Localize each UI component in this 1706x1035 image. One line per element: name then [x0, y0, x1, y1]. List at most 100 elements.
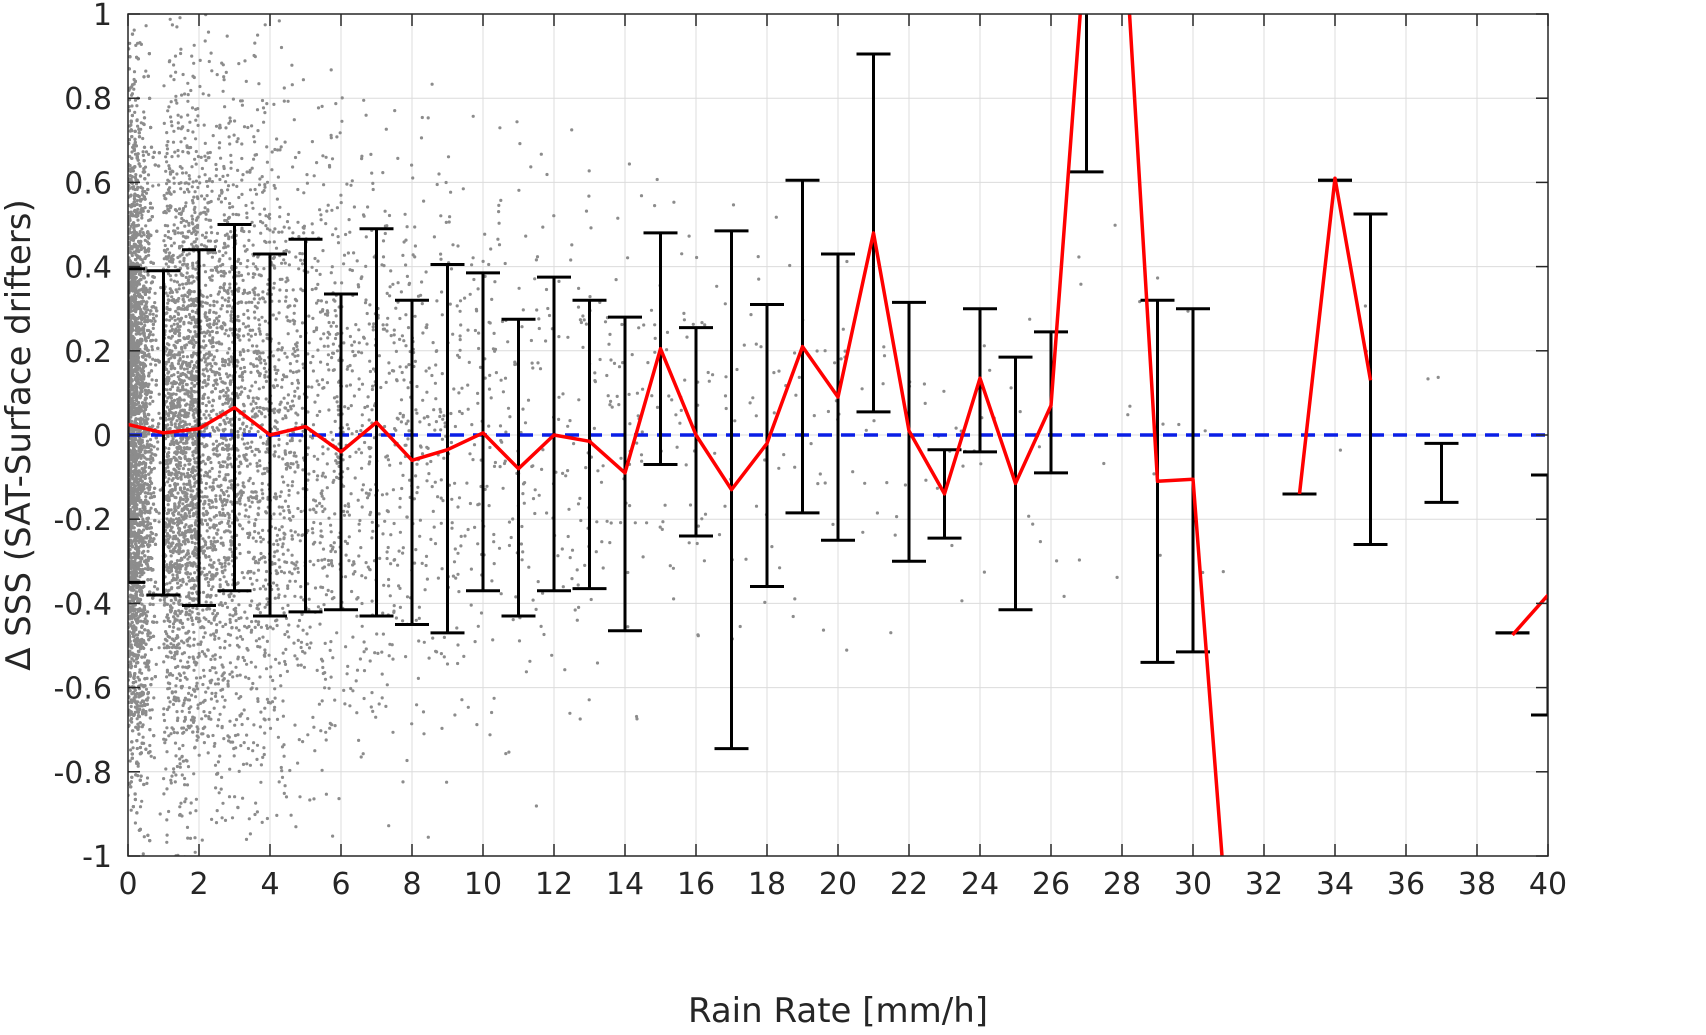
scatter-point	[147, 660, 151, 664]
scatter-point	[135, 119, 139, 123]
scatter-point	[129, 332, 133, 336]
scatter-point	[129, 780, 133, 784]
scatter-point	[144, 358, 148, 362]
scatter-point	[155, 229, 159, 233]
scatter-point	[130, 620, 134, 625]
scatter-point	[140, 602, 144, 606]
scatter-point	[151, 184, 155, 188]
scatter-point	[141, 209, 145, 213]
scatter-point	[146, 578, 150, 582]
scatter-point	[151, 418, 155, 422]
scatter-point	[131, 445, 136, 449]
scatter-point	[141, 517, 145, 521]
scatter-point	[129, 704, 133, 709]
scatter-point	[150, 348, 154, 352]
scatter-point	[134, 224, 138, 228]
scatter-point	[139, 277, 143, 282]
scatter-point	[144, 396, 148, 400]
scatter-point	[157, 646, 161, 650]
scatter-point	[149, 647, 153, 652]
scatter-point	[129, 210, 133, 214]
scatter-point	[132, 464, 136, 468]
scatter-point	[130, 93, 134, 97]
scatter-point	[141, 260, 145, 265]
scatter-point	[151, 596, 155, 600]
scatter-point	[144, 248, 148, 252]
scatter-point	[139, 322, 143, 326]
scatter-point	[143, 415, 147, 419]
scatter-point	[145, 181, 150, 185]
scatter-point	[152, 316, 156, 320]
scatter-point	[135, 178, 139, 182]
scatter-point	[140, 799, 144, 803]
scatter-point	[133, 317, 137, 321]
scatter-point	[137, 650, 141, 654]
scatter-point	[157, 511, 161, 515]
scatter-point	[145, 562, 149, 566]
scatter-point	[129, 808, 133, 812]
scatter-point	[130, 752, 134, 756]
scatter-point	[139, 751, 143, 755]
scatter-point	[129, 353, 133, 357]
scatter-point	[137, 162, 141, 166]
scatter-point	[137, 678, 141, 682]
scatter-point	[128, 259, 132, 263]
scatter-point	[136, 722, 140, 726]
scatter-point	[145, 315, 149, 319]
scatter-point	[129, 494, 133, 498]
scatter-point	[138, 164, 142, 168]
scatter-point	[149, 461, 153, 465]
scatter-point	[131, 625, 135, 629]
scatter-point	[135, 356, 139, 360]
scatter-point	[142, 782, 146, 787]
scatter-point	[147, 242, 151, 246]
scatter-point	[140, 485, 144, 489]
scatter-point	[133, 175, 137, 180]
scatter-point	[149, 754, 153, 758]
scatter-point	[143, 256, 147, 261]
scatter-point	[138, 174, 143, 178]
scatter-point	[156, 425, 160, 429]
scatter-point	[129, 128, 133, 132]
scatter-point	[152, 614, 157, 619]
scatter-point	[145, 534, 149, 538]
scatter-point	[136, 661, 140, 665]
scatter-point	[147, 382, 151, 386]
scatter-point	[143, 617, 147, 621]
scatter-point	[141, 326, 145, 330]
scatter-point	[157, 359, 161, 363]
scatter-point	[149, 492, 153, 496]
scatter-point	[134, 614, 138, 618]
scatter-point	[154, 314, 158, 318]
scatter-point	[140, 557, 144, 561]
scatter-point	[132, 395, 136, 399]
scatter-point	[138, 597, 142, 602]
scatter-point	[132, 165, 136, 169]
scatter-point	[139, 774, 143, 778]
scatter-point	[146, 520, 150, 524]
scatter-point	[136, 401, 141, 405]
scatter-point	[130, 150, 134, 154]
scatter-point	[144, 24, 148, 28]
scatter-point	[131, 262, 136, 266]
scatter-point	[146, 516, 150, 520]
scatter-point	[139, 563, 143, 567]
scatter-point	[142, 285, 146, 289]
scatter-point	[149, 390, 153, 394]
scatter-point	[136, 633, 140, 637]
scatter-point	[135, 202, 139, 206]
scatter-point	[143, 177, 147, 181]
scatter-point	[130, 439, 134, 443]
scatter-point	[147, 450, 151, 454]
scatter-point	[140, 725, 144, 729]
scatter-point	[145, 702, 150, 707]
scatter-point	[142, 116, 147, 120]
scatter-point	[132, 509, 136, 514]
scatter-point	[137, 448, 141, 453]
scatter-point	[154, 383, 158, 387]
scatter-point	[148, 510, 152, 515]
scatter-point	[143, 407, 148, 412]
scatter-point	[129, 785, 133, 789]
scatter-point	[134, 245, 138, 249]
scatter-point	[129, 466, 133, 470]
